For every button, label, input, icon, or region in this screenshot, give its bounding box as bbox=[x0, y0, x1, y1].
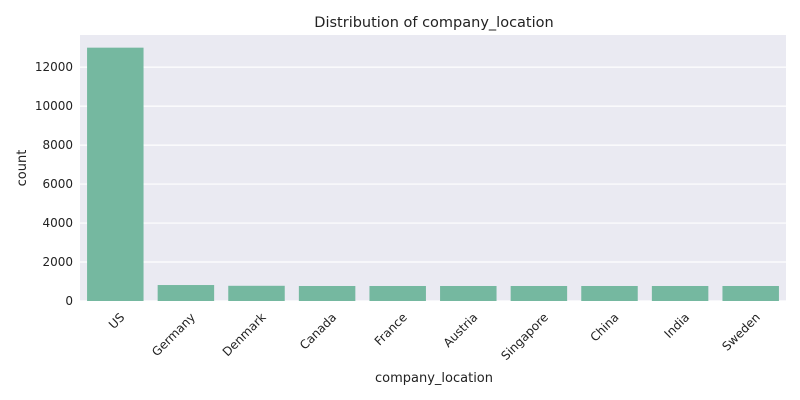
bar-austria bbox=[440, 285, 497, 301]
y-tick-label: 0 bbox=[65, 294, 73, 308]
x-tick-label: US bbox=[106, 310, 128, 332]
x-tick-label: India bbox=[661, 310, 692, 341]
y-axis-title: count bbox=[15, 150, 30, 187]
x-tick-label: China bbox=[587, 310, 621, 344]
bar-france bbox=[369, 285, 426, 301]
x-tick-label: Singapore bbox=[498, 310, 551, 363]
y-tick-label: 10000 bbox=[35, 99, 73, 113]
x-tick-label: Germany bbox=[149, 310, 198, 359]
bar-us bbox=[87, 47, 144, 301]
bar-sweden bbox=[722, 285, 779, 301]
y-tick-label: 4000 bbox=[42, 216, 73, 230]
bar-denmark bbox=[228, 285, 285, 301]
x-tick-label: France bbox=[372, 310, 410, 348]
grid-lines bbox=[80, 66, 786, 302]
x-tick-label: Austria bbox=[441, 310, 481, 350]
y-axis-ticks: 0 2000 4000 6000 8000 10000 12000 bbox=[35, 60, 73, 308]
y-tick-label: 2000 bbox=[42, 255, 73, 269]
bars bbox=[87, 47, 779, 301]
bar-china bbox=[581, 285, 638, 301]
x-axis-ticks: US Germany Denmark Canada France Austria Singa… bbox=[106, 310, 763, 363]
x-tick-label: Sweden bbox=[719, 310, 762, 353]
plot-area bbox=[80, 35, 786, 301]
chart-title: Distribution of company_location bbox=[314, 15, 553, 31]
y-tick-label: 8000 bbox=[42, 138, 73, 152]
x-tick-label: Denmark bbox=[220, 310, 269, 359]
x-tick-label: Canada bbox=[297, 310, 339, 352]
bar-canada bbox=[298, 285, 356, 301]
y-tick-label: 12000 bbox=[35, 60, 73, 74]
y-tick-label: 6000 bbox=[42, 177, 73, 191]
bar-singapore bbox=[510, 285, 568, 301]
bar-india bbox=[651, 285, 709, 301]
bar-germany bbox=[157, 285, 215, 301]
x-axis-title: company_location bbox=[375, 371, 493, 386]
